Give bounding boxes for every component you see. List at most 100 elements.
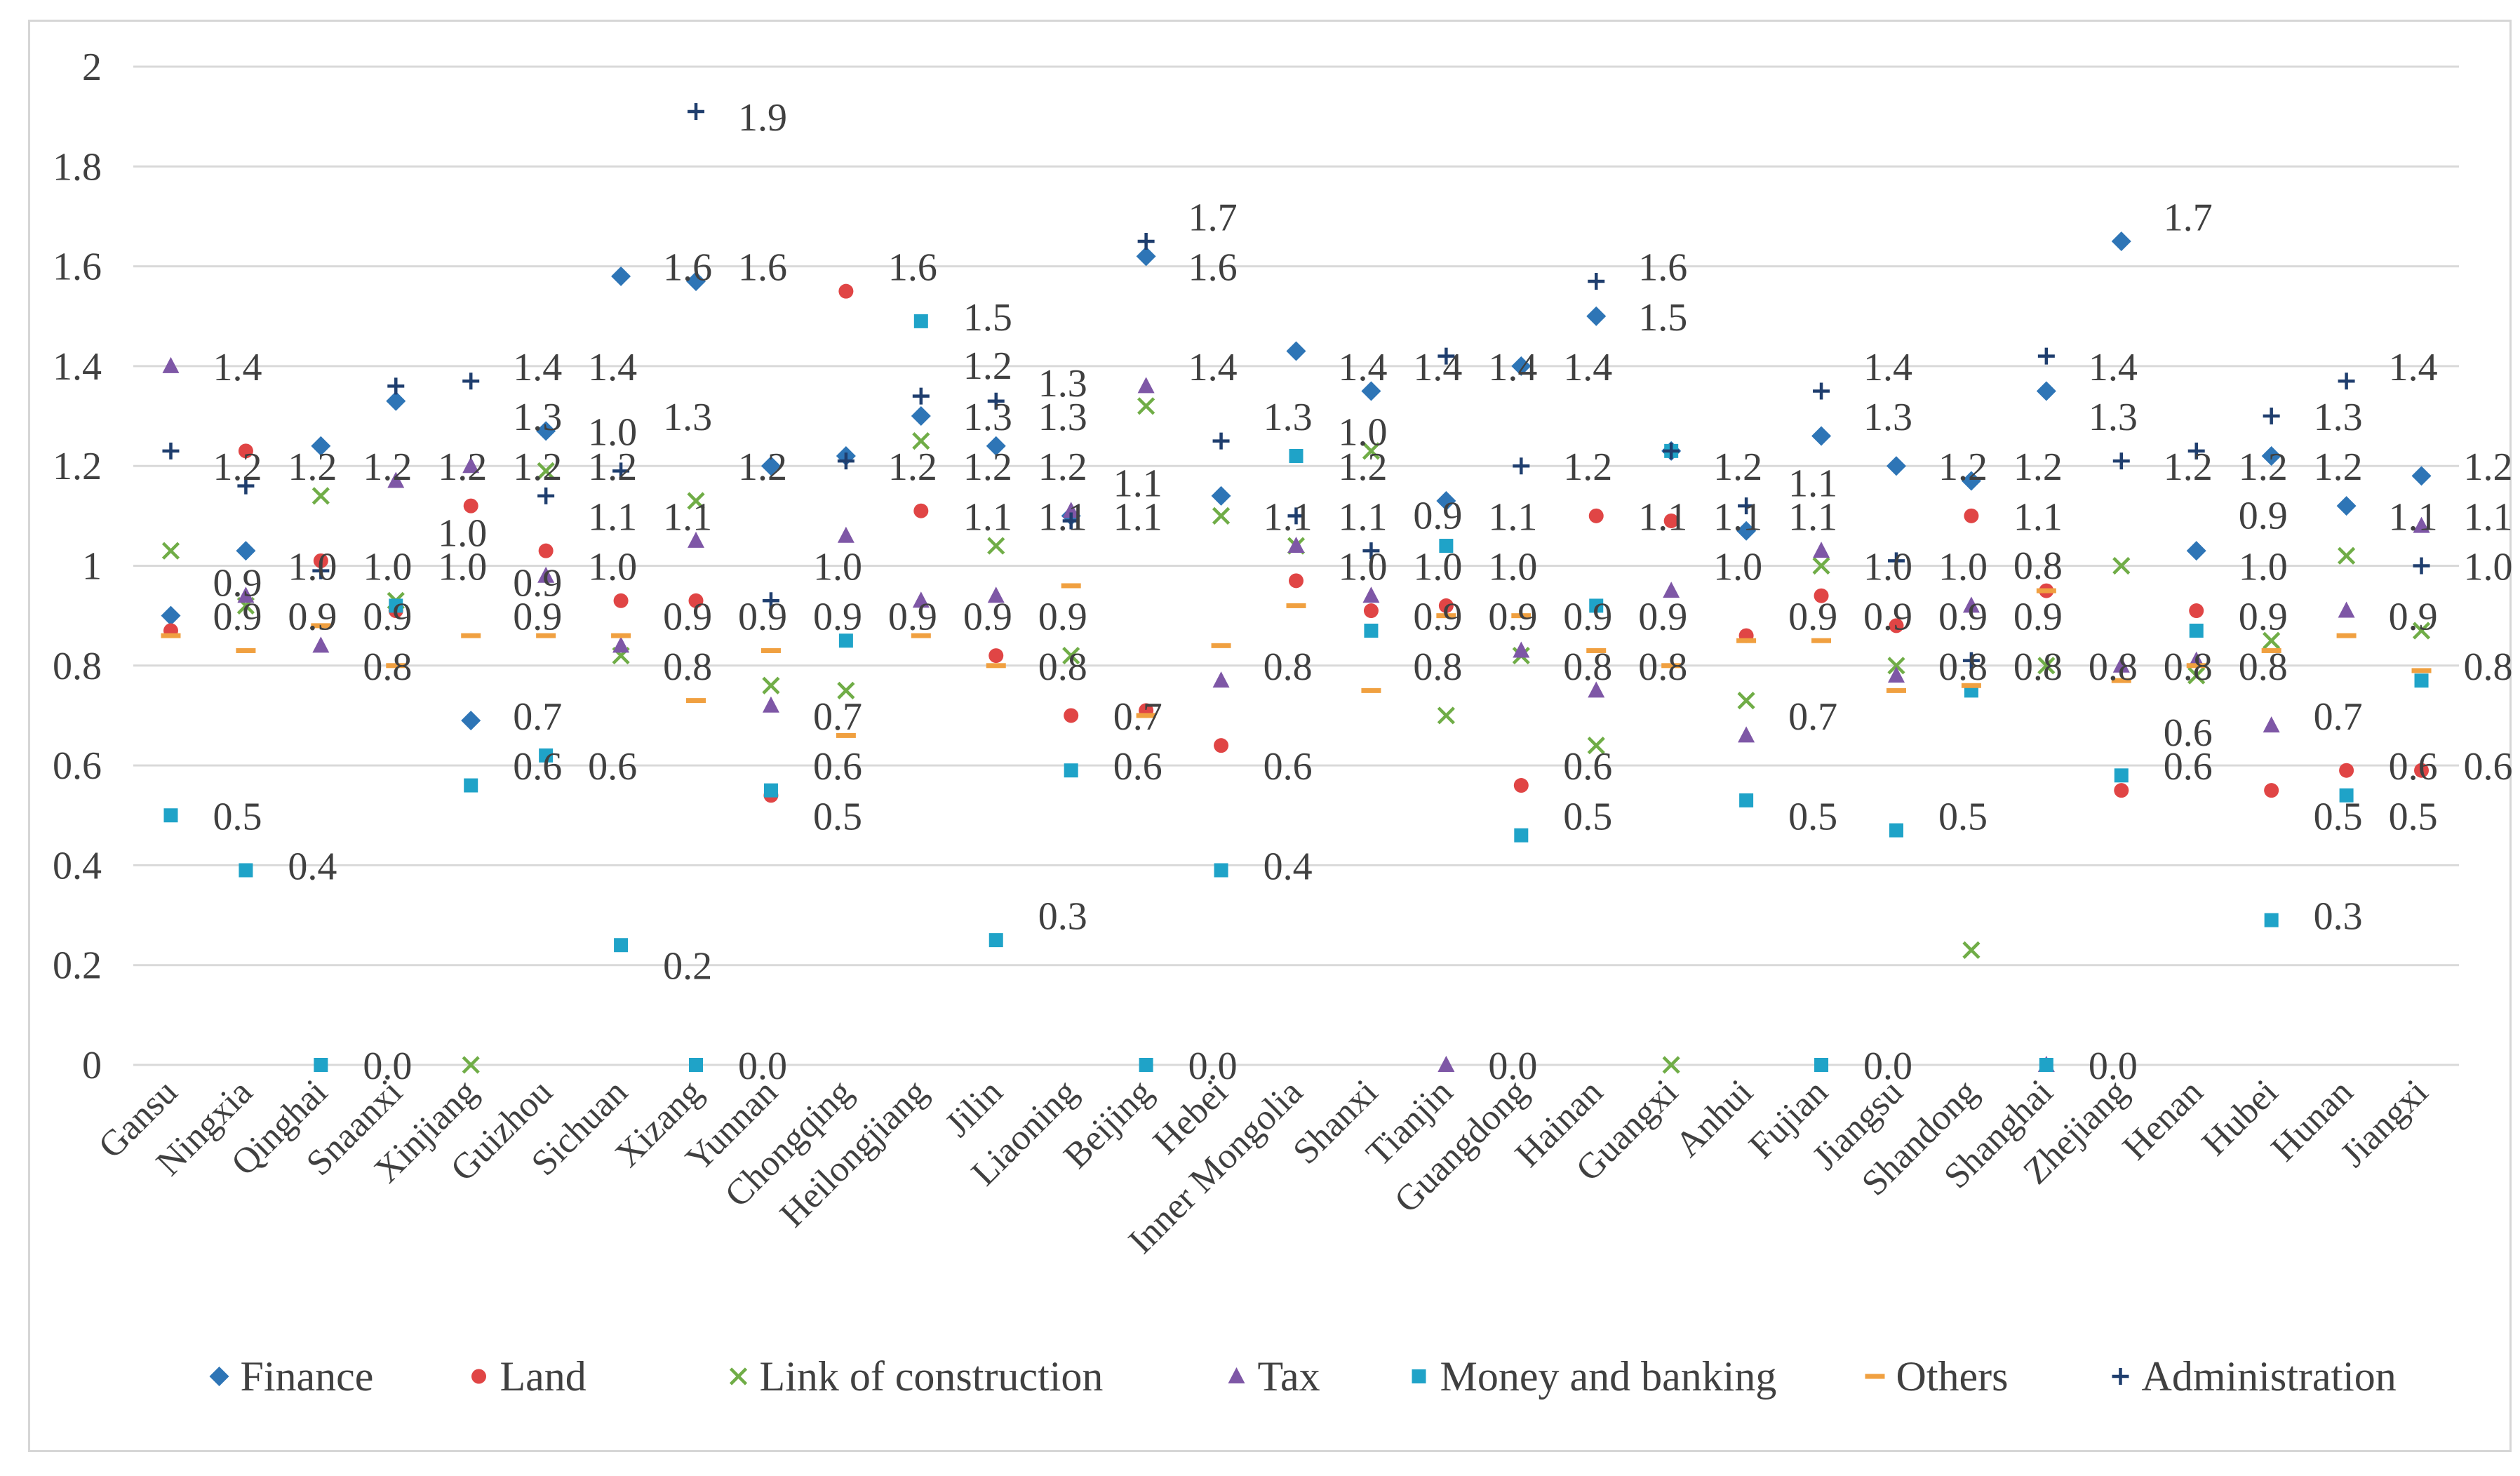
point-finance-fujian xyxy=(1811,426,1832,446)
data-label-guizhou: 1.4 xyxy=(588,346,637,389)
point-others-xizang xyxy=(686,698,706,704)
point-tax-xizang xyxy=(688,531,705,548)
data-label-chongqing: 0.9 xyxy=(888,596,937,639)
point-money-and-banking-hunan xyxy=(2339,788,2354,803)
point-land-hainan xyxy=(1588,508,1604,523)
point-others-jiangsu xyxy=(1886,687,1906,693)
data-label-hainan: 1.6 xyxy=(1638,246,1687,290)
data-label-hubei: 0.5 xyxy=(2314,795,2363,838)
point-finance-shanxi xyxy=(1361,381,1381,401)
y-tick-label: 1 xyxy=(82,545,102,589)
data-label-shandong: 0.8 xyxy=(2013,544,2063,588)
point-administration-ningxia xyxy=(237,477,255,495)
data-label-heilongjiang: 0.9 xyxy=(963,596,1012,639)
point-link-of-construction-hainan xyxy=(1587,737,1605,755)
point-money-and-banking-hainan xyxy=(1589,598,1604,613)
legend-item-link-of-construction: Link of construction xyxy=(729,1353,1104,1400)
data-label-sichuan: 0.8 xyxy=(663,645,712,689)
data-label-yunnan: 0.6 xyxy=(813,745,862,789)
point-link-of-construction-beijing xyxy=(1137,397,1155,415)
point-finance-ningxia xyxy=(236,541,256,561)
point-money-and-banking-jiangsu xyxy=(1889,823,1903,838)
point-others-sichuan xyxy=(611,633,631,638)
point-finance-yunnan xyxy=(760,456,781,476)
point-others-heilongjiang xyxy=(911,633,931,638)
data-label-hebei: 0.8 xyxy=(1264,645,1313,689)
data-label-shanghai: 0.0 xyxy=(2089,1045,2138,1088)
point-land-henan xyxy=(2189,603,2204,619)
data-label-jiangsu: 0.8 xyxy=(1938,645,1988,689)
point-finance-shanghai xyxy=(2036,381,2056,401)
point-tax-yunnan xyxy=(762,696,779,713)
point-land-jiangxi xyxy=(2414,763,2429,778)
point-money-and-banking-yunnan xyxy=(763,783,778,798)
point-tax-jilin xyxy=(987,586,1005,603)
point-land-xinjiang xyxy=(463,498,478,514)
point-tax-inner-mongolia xyxy=(1287,537,1305,554)
data-label-anhui: 1.1 xyxy=(1788,495,1837,539)
point-finance-anhui xyxy=(1736,521,1757,541)
data-label-hunan: 0.9 xyxy=(2389,596,2438,639)
point-link-of-construction-xinjiang xyxy=(462,1056,480,1074)
legend-item-land: Land xyxy=(471,1353,587,1400)
point-link-of-construction-jiangsu xyxy=(1887,657,1905,675)
point-finance-xizang xyxy=(686,271,706,291)
point-money-and-banking-shanxi xyxy=(1364,623,1379,638)
y-tick-label: 1.4 xyxy=(53,345,102,389)
data-label-henan: 0.8 xyxy=(2239,645,2288,689)
data-label-guizhou: 0.6 xyxy=(588,745,637,789)
data-label-beijing: 1.6 xyxy=(1188,246,1238,290)
point-others-guangxi xyxy=(1661,663,1682,669)
point-tax-zhejiang xyxy=(2112,656,2130,673)
data-label-tianjin: 1.4 xyxy=(1488,346,1537,389)
point-others-fujian xyxy=(1811,638,1832,643)
data-label-hunan: 1.1 xyxy=(2389,495,2438,539)
data-label-gansu: 0.9 xyxy=(213,562,262,605)
point-link-of-construction-gansu xyxy=(161,542,180,560)
point-link-of-construction-liaoning xyxy=(1062,646,1080,665)
legend-label-link-of-construction: Link of construction xyxy=(760,1353,1104,1400)
data-label-anhui: 0.9 xyxy=(1788,596,1837,639)
data-label-jiangsu: 0.5 xyxy=(1938,795,1988,838)
point-link-of-construction-qinghai xyxy=(311,487,330,505)
point-link-of-construction-anhui xyxy=(1737,692,1755,710)
data-label-beijing: 0.0 xyxy=(1188,1045,1238,1088)
data-label-ningxia: 0.9 xyxy=(288,596,337,639)
data-label-guangdong: 0.9 xyxy=(1563,596,1612,639)
data-label-jilin: 0.8 xyxy=(1038,645,1087,689)
point-money-and-banking-jiangxi xyxy=(2414,673,2429,688)
series-link-of-construction xyxy=(161,397,2431,1074)
point-administration-gansu xyxy=(162,442,180,459)
point-tax-qinghai xyxy=(312,636,330,653)
data-label-heilongjiang: 1.3 xyxy=(963,396,1012,439)
data-label-yunnan: 0.7 xyxy=(813,695,862,739)
data-label-guangdong: 1.2 xyxy=(1563,445,1612,489)
point-administration-chongqing xyxy=(837,452,854,470)
data-label-gansu: 1.4 xyxy=(213,346,262,389)
point-land-fujian xyxy=(1814,588,1829,603)
point-tax-anhui xyxy=(1738,726,1755,743)
point-others-xinjiang xyxy=(461,633,481,638)
data-label-chongqing: 1.2 xyxy=(888,445,937,489)
point-finance-snaanxi xyxy=(386,391,406,411)
point-administration-sichuan xyxy=(612,462,630,480)
legend-item-finance: Finance xyxy=(209,1353,373,1400)
point-tax-guizhou xyxy=(537,566,555,583)
data-label-jiangsu: 0.9 xyxy=(1938,596,1988,639)
point-tax-snaanxi xyxy=(387,471,405,488)
point-finance-jilin xyxy=(986,436,1006,456)
data-label-xizang: 0.0 xyxy=(738,1045,787,1088)
point-others-inner-mongolia xyxy=(1286,603,1306,608)
data-label-chongqing: 1.6 xyxy=(888,246,937,290)
point-administration-jiangxi xyxy=(2413,557,2430,575)
point-others-tianjin xyxy=(1436,613,1456,619)
data-label-yunnan: 1.0 xyxy=(813,546,862,589)
data-label-zhejiang: 1.2 xyxy=(2164,445,2213,489)
data-label-jiangsu: 1.2 xyxy=(1938,445,1988,489)
point-finance-jiangsu xyxy=(1886,456,1906,476)
data-label-qinghai: 0.0 xyxy=(363,1045,412,1088)
data-label-ningxia: 1.0 xyxy=(288,546,337,589)
point-administration-jiangsu xyxy=(1887,552,1905,570)
point-land-sichuan xyxy=(613,593,629,608)
data-label-henan: 1.0 xyxy=(2239,546,2288,589)
